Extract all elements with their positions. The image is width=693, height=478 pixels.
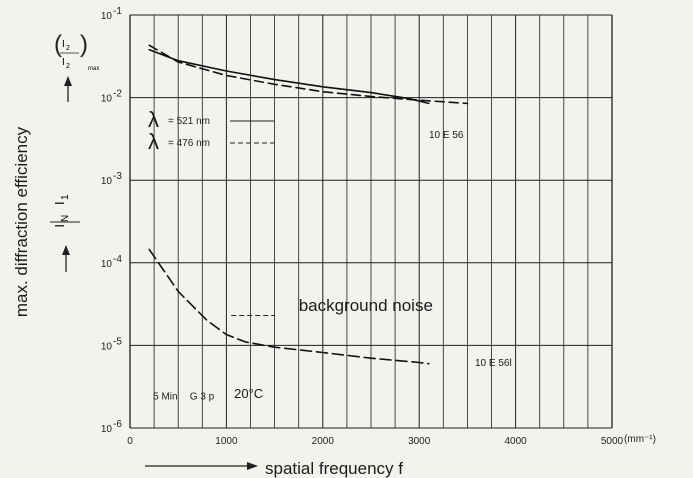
- series-line: [148, 248, 430, 365]
- x-tick-label: 3000: [408, 436, 431, 447]
- annotation: 10 E 56: [429, 130, 464, 141]
- x-tick-label: 5000: [601, 436, 624, 447]
- legend-label: = 476 nm: [168, 138, 210, 149]
- y-tick-exponent: -5: [113, 336, 122, 347]
- y-tick-label: 10: [101, 94, 113, 105]
- ratio-bottom-denominator: I: [52, 201, 67, 205]
- y-axis-label: max. diffraction efficiency: [12, 126, 31, 317]
- legend-symbol: λ: [148, 107, 159, 132]
- y-tick-exponent: -2: [113, 89, 122, 100]
- x-axis-unit: (mm⁻¹): [624, 434, 656, 445]
- svg-text:(: (: [54, 31, 62, 58]
- ratio-label-bottom: I N I 1: [50, 194, 80, 272]
- series-layer: [148, 44, 469, 365]
- x-tick-label: 4000: [504, 436, 527, 447]
- legend-symbol: λ: [148, 129, 159, 154]
- x-axis-label: spatial frequency f: [265, 459, 403, 478]
- annotation: 20°C: [234, 386, 263, 401]
- grid: [129, 14, 613, 429]
- svg-text:): ): [80, 31, 88, 58]
- y-tick-label: 10: [101, 341, 113, 352]
- legend-label: = 521 nm: [168, 116, 210, 127]
- y-tick-exponent: -6: [113, 419, 122, 430]
- ratio-top-numerator: I: [62, 39, 65, 50]
- y-tick-label: 10: [101, 11, 113, 22]
- y-tick-exponent: -1: [113, 6, 122, 17]
- y-tick-label: 10: [101, 424, 113, 435]
- ratio-top-den-sub: 2: [66, 63, 70, 70]
- ratio-top-suffix: max: [88, 66, 99, 72]
- annotations: 10 E 56 10 E 56l background noise 5 Min G 3 …: [153, 130, 512, 403]
- ratio-bottom-den-sub: 1: [60, 194, 71, 200]
- annotation: background noise: [299, 296, 433, 315]
- annotation: 10 E 56l: [475, 358, 512, 369]
- annotation: G 3 p: [190, 392, 215, 403]
- ratio-label-top: ( ) I 2 I 2 max: [54, 31, 99, 102]
- x-tick-label: 2000: [312, 436, 335, 447]
- x-tick-label: 1000: [215, 436, 238, 447]
- ratio-top-denominator: I: [62, 57, 65, 68]
- series-line: [148, 48, 430, 105]
- annotation: 5 Min: [153, 392, 177, 403]
- ratio-bottom-numerator: I: [52, 224, 67, 228]
- ratio-top-num-sub: 2: [66, 45, 70, 52]
- y-tick-exponent: -3: [113, 171, 122, 182]
- y-tick-exponent: -4: [113, 254, 122, 265]
- x-axis-arrowhead: [247, 462, 258, 470]
- legend: λ = 521 nm λ = 476 nm: [148, 107, 274, 154]
- ratio-bottom-num-sub: N: [60, 215, 71, 222]
- y-tick-label: 10: [101, 176, 113, 187]
- series-line: [148, 44, 469, 105]
- x-tick-label: 0: [127, 436, 133, 447]
- y-tick-label: 10: [101, 259, 113, 270]
